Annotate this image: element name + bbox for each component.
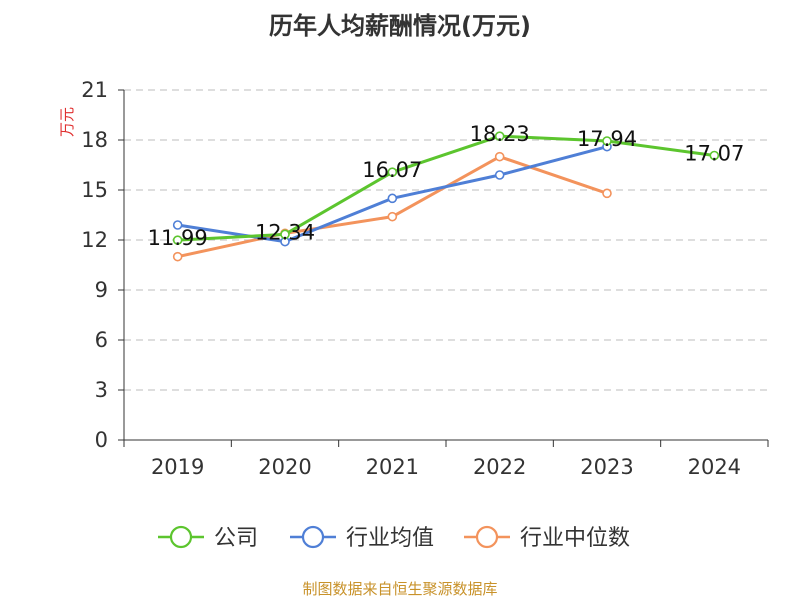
- y-tick-label: 3: [95, 378, 108, 402]
- legend-marker: [301, 525, 325, 549]
- y-tick-label: 9: [95, 278, 108, 302]
- data-point: [172, 235, 183, 245]
- y-tick-label: 18: [81, 128, 108, 152]
- data-label-layer: 11.99 12.34 16.07 18.23 17.94 17.07: [148, 122, 745, 250]
- x-tick-label: 2024: [688, 455, 741, 479]
- legend-marker: [169, 525, 193, 549]
- legend-label: 行业中位数: [520, 526, 630, 551]
- data-point: [494, 151, 505, 162]
- source-note: 制图数据来自恒生聚源数据库: [302, 580, 498, 598]
- data-label: 16.07: [362, 158, 422, 182]
- series-line-0: [177, 134, 715, 242]
- y-tick-label: 0: [95, 428, 108, 452]
- data-point: [709, 150, 720, 161]
- x-tick-label: 2023: [580, 455, 633, 479]
- data-point: [494, 170, 505, 180]
- x-tick-label: 2020: [258, 455, 311, 479]
- chart-title: 历年人均薪酬情况(万元): [269, 12, 531, 40]
- data-label: 18.23: [470, 122, 530, 146]
- y-tick-label: 12: [81, 228, 108, 252]
- data-point: [602, 188, 612, 199]
- data-point: [387, 167, 398, 177]
- x-tick-label: 2019: [151, 455, 204, 479]
- data-label: 17.07: [684, 142, 744, 166]
- data-label: 17.94: [577, 127, 637, 151]
- data-label: 11.99: [148, 226, 208, 250]
- data-point: [387, 193, 398, 204]
- data-point: [172, 251, 183, 262]
- legend: 公司 行业均值 行业中位数: [158, 525, 630, 551]
- legend-label: 公司: [214, 526, 258, 551]
- y-tick-label: 15: [81, 178, 108, 202]
- x-tick-label: 2021: [366, 455, 419, 479]
- data-point: [172, 220, 183, 230]
- data-point: [387, 211, 398, 222]
- data-point: [602, 136, 612, 146]
- y-tick-label: 6: [95, 328, 108, 352]
- y-axis-title: 万元: [58, 107, 76, 137]
- series-layer: [172, 131, 720, 262]
- legend-marker: [475, 525, 499, 549]
- data-point: [494, 131, 505, 141]
- data-point: [280, 229, 290, 240]
- grid-layer: [124, 89, 768, 391]
- legend-label: 行业均值: [346, 526, 434, 551]
- axis-layer: 0 3 6 9 12 15 18 21 2019 2020 2021 2022 2023 2024 万元: [58, 78, 769, 479]
- x-tick-label: 2022: [473, 455, 526, 479]
- y-tick-label: 21: [81, 78, 108, 102]
- data-label: 12.34: [255, 220, 315, 244]
